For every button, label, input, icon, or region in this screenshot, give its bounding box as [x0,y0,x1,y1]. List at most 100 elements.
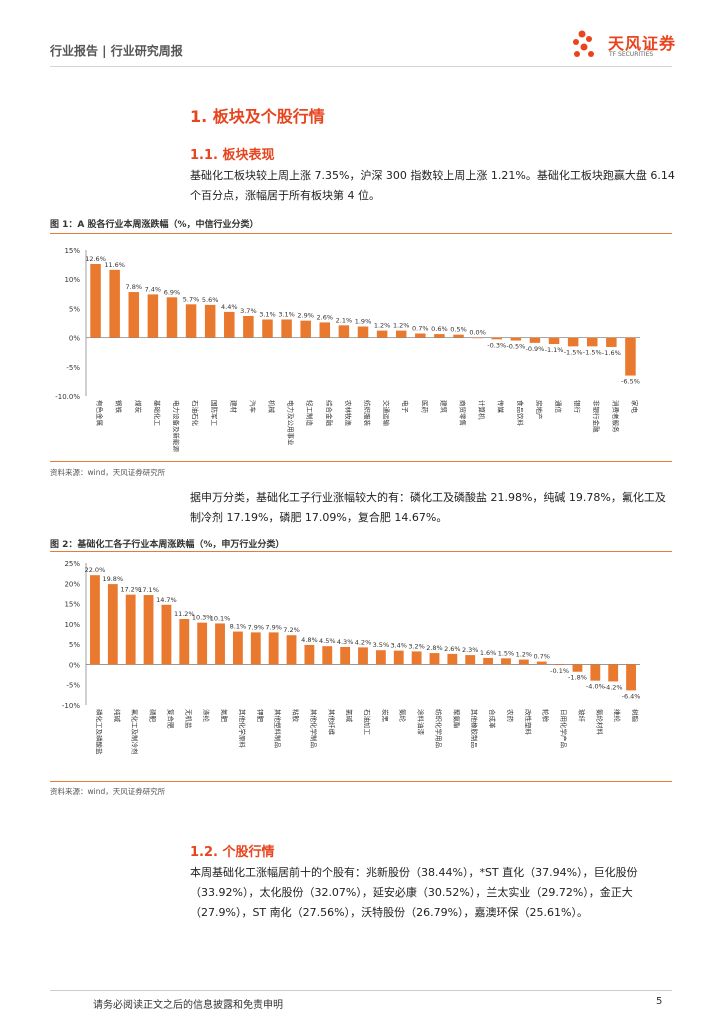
data-label: 3.4% [390,642,407,650]
bar [319,322,331,338]
category-label: 医药 [420,400,429,414]
bar [204,304,216,338]
bar [472,337,483,339]
y-tick-label: -10.0% [55,393,80,401]
bar [161,604,172,665]
footer-disclaimer: 请务必阅读正文之后的信息披露和免责申明 [93,1000,283,1011]
data-label: 0.5% [450,326,467,334]
bar [626,664,636,691]
y-tick-label: -5% [66,364,80,372]
category-label: 石油石化 [191,400,200,427]
bar [411,651,422,665]
category-label: 玻纤 [577,709,586,723]
data-label: 4.2% [355,638,372,646]
bar [107,584,118,665]
category-label: 纺织服装 [363,400,372,427]
category-label: 非银行金融 [592,400,601,433]
category-label: 其他化学原料 [238,709,247,749]
data-label: 2.6% [444,645,461,653]
bar [465,655,476,665]
bar [166,297,178,338]
category-label: 银行 [573,400,582,414]
data-label: -1.5% [564,348,583,356]
data-label: 22.0% [85,566,106,574]
bar [197,622,208,665]
y-tick-label: 25% [64,560,80,568]
bar [338,325,350,338]
category-label: 食品饮料 [516,400,525,427]
category-label: 有色金属 [96,400,105,426]
header-divider [50,66,672,67]
data-label: 3.1% [278,310,295,318]
category-label: 氯碱 [345,709,354,723]
data-label: 2.3% [462,646,479,654]
section-title-1-2: 1.2. 个股行情 [190,845,275,860]
bar [224,311,235,338]
category-label: 其他橡胶制品 [470,709,479,748]
bar [536,661,547,665]
category-label: 农林牧渔 [344,400,353,427]
category-label: 钾肥 [256,709,265,723]
data-label: -1.8% [568,674,587,682]
data-label: 12.6% [85,255,106,263]
category-label: 轻工制造 [306,400,315,427]
category-label: 石油加工 [363,709,372,736]
bar [90,264,101,338]
category-label: 磷化工及磷酸盐 [95,709,104,755]
bar [304,644,315,665]
category-label: 涂料油漆 [417,709,426,736]
bar [375,650,386,665]
category-label: 钢铁 [115,400,124,414]
figure-1-top-rule [50,233,672,234]
bar [340,646,351,665]
bar [606,337,617,347]
data-label: 4.8% [301,636,318,644]
data-label: 3.7% [240,307,257,315]
data-label: 10.1% [210,614,231,622]
category-label: 电力设备及新能源 [172,400,181,453]
bar [179,618,190,665]
data-label: 17.2% [120,586,141,594]
data-label: 3.2% [408,642,425,650]
data-label: 4.3% [337,638,354,646]
bar [90,575,100,665]
bar [215,623,225,665]
bar [529,337,541,343]
bar [300,320,311,338]
bar [358,647,368,665]
bar [281,319,292,338]
y-tick-label: 5% [69,641,80,649]
category-label: 房地产 [535,400,544,420]
chart-1: 15% 10% 5% 0% -5% -10.0% 12.6% 有色金属 11.6% 钢铁 7.8% 煤… [55,247,640,453]
data-label: 8.1% [230,623,247,631]
figure-2-bottom-rule [50,781,672,782]
footer-divider [50,990,672,991]
category-label: 粘胶 [292,709,301,723]
category-label: 建筑 [439,400,448,414]
bar [376,330,388,338]
data-label: 10.3% [192,614,213,622]
category-label: 电力及公用事业 [287,400,296,446]
data-label: 3.1% [259,310,276,318]
category-label: 家电 [630,400,639,414]
category-label: 计算机 [478,400,487,420]
paragraph-subsector: 据申万分类，基础化工子行业涨幅较大的有：磷化工及磷酸盐 21.98%，纯碱 19… [190,491,666,524]
category-label: 氨纶 [399,709,408,723]
data-label: 1.6% [480,649,497,657]
bar [447,653,458,665]
data-label: -0.1% [550,667,569,675]
category-label: 氨纶材料 [595,709,604,736]
category-label: 无机盐 [184,709,193,729]
category-label: 树脂 [631,709,640,723]
category-label: 炭黑 [381,709,389,723]
bar [518,659,529,665]
bar [567,337,579,347]
section-title-1: 1. 板块及个股行情 [190,107,325,126]
data-label: -0.5% [506,343,525,351]
data-label: 5.7% [183,295,200,303]
data-label: 7.2% [283,626,300,634]
data-label: 14.7% [156,596,177,604]
category-label: 轮胎 [542,709,551,723]
page-number: 5 [656,996,663,1007]
data-label: -1.6% [602,349,621,357]
